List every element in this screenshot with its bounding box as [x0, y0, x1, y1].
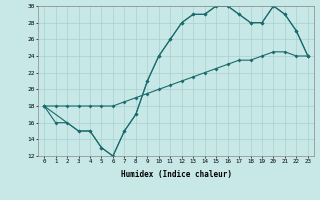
X-axis label: Humidex (Indice chaleur): Humidex (Indice chaleur) — [121, 170, 231, 179]
